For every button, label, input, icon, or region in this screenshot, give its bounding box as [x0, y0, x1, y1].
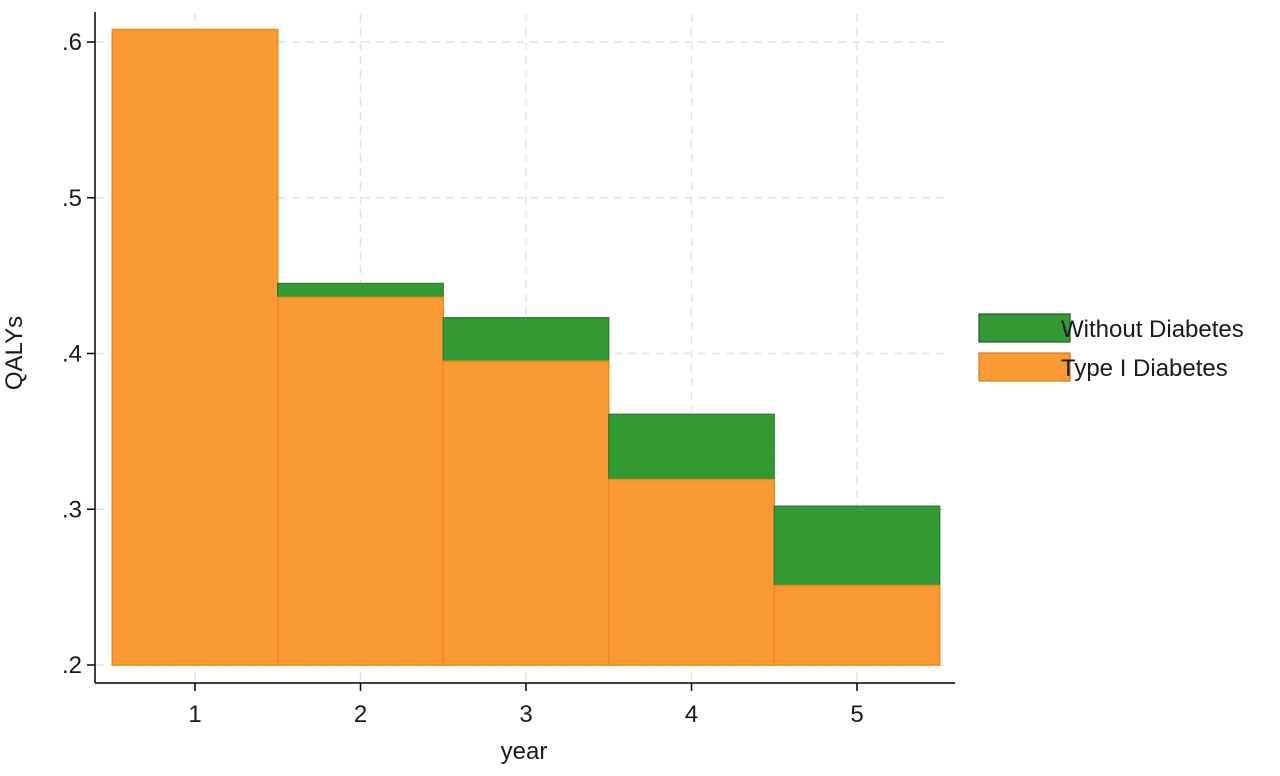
axes: .2 .3 .4 .5 .6 1 2 3 4 5 — [62, 12, 955, 728]
y-tick-label-.6: .6 — [62, 29, 82, 56]
legend: Without Diabetes Type I Diabetes — [978, 313, 1244, 382]
legend-swatch-without-diabetes — [978, 313, 1071, 343]
y-axis-title: QALYs — [1, 316, 28, 390]
bar-type-i-diabetes-1 — [111, 28, 279, 666]
y-tick-label-.4: .4 — [62, 341, 82, 368]
y-tick-label-.2: .2 — [62, 652, 82, 679]
legend-swatch-type-i-diabetes — [978, 352, 1071, 382]
x-tick-label-3: 3 — [519, 701, 532, 728]
legend-label-without-diabetes: Without Diabetes — [1061, 316, 1244, 343]
x-tick-label-5: 5 — [850, 701, 863, 728]
x-tick-label-1: 1 — [188, 701, 201, 728]
bar-type-i-diabetes-2 — [277, 296, 444, 666]
x-axis-title: year — [501, 738, 548, 765]
x-tick-label-4: 4 — [685, 701, 698, 728]
bars — [111, 28, 941, 666]
y-tick-label-.5: .5 — [62, 185, 82, 212]
bar-type-i-diabetes-4 — [608, 478, 775, 666]
bar-type-i-diabetes-5 — [773, 584, 941, 666]
y-tick-label-.3: .3 — [62, 496, 82, 523]
x-tick-label-2: 2 — [354, 701, 367, 728]
legend-label-type-i-diabetes: Type I Diabetes — [1061, 355, 1228, 382]
bar-type-i-diabetes-3 — [442, 360, 610, 666]
